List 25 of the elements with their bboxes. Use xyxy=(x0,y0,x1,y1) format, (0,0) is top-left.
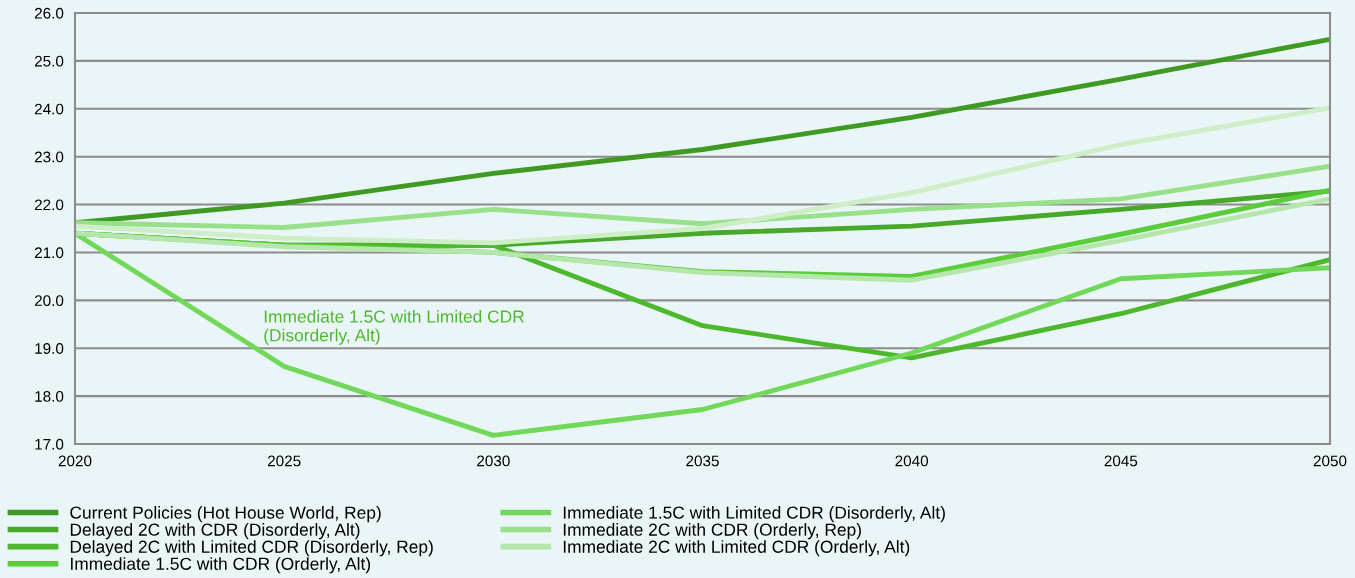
x-tick-label: 2035 xyxy=(686,455,719,467)
y-tick-label: 22.0 xyxy=(34,199,64,211)
y-tick-label: 19.0 xyxy=(35,343,64,354)
y-tick-label: 26.0 xyxy=(34,7,64,19)
legend-label: Current Policies (Hot House World, Rep) xyxy=(70,506,381,523)
legend-label: Immediate 1.5C with CDR (Orderly, Alt) xyxy=(71,557,371,574)
x-tick-label: 2030 xyxy=(477,455,510,467)
legend-label: Immediate 2C with CDR (Orderly, Rep) xyxy=(563,523,861,540)
y-tick-label: 23.0 xyxy=(34,151,64,163)
legend-label: Delayed 2C with Limited CDR (Disorderly, Rep) xyxy=(70,540,433,557)
x-tick-label: 2040 xyxy=(895,455,929,467)
y-tick-label: 20.0 xyxy=(34,295,64,307)
y-tick-label: 18.0 xyxy=(35,390,64,402)
legend-label: Delayed 2C with CDR (Disorderly, Alt) xyxy=(70,523,360,540)
legend-label: Immediate 1.5C with Limited CDR (Disorderly, Alt) xyxy=(563,506,945,523)
annotation: Immediate 1.5C with Limited CDR (Disorderly, Alt) xyxy=(264,309,524,345)
y-tick-label: 25.0 xyxy=(34,55,64,67)
x-tick-label: 2045 xyxy=(1104,455,1138,467)
x-tick-label: 2020 xyxy=(58,455,92,467)
y-tick-label: 21.0 xyxy=(34,247,64,259)
x-tick-label: 2050 xyxy=(1313,455,1347,467)
y-tick-label: 17.0 xyxy=(35,438,64,450)
legend-label: Immediate 2C with Limited CDR (Orderly, Alt) xyxy=(563,540,910,557)
y-tick-label: 24.0 xyxy=(34,103,64,115)
x-tick-label: 2025 xyxy=(267,455,301,467)
